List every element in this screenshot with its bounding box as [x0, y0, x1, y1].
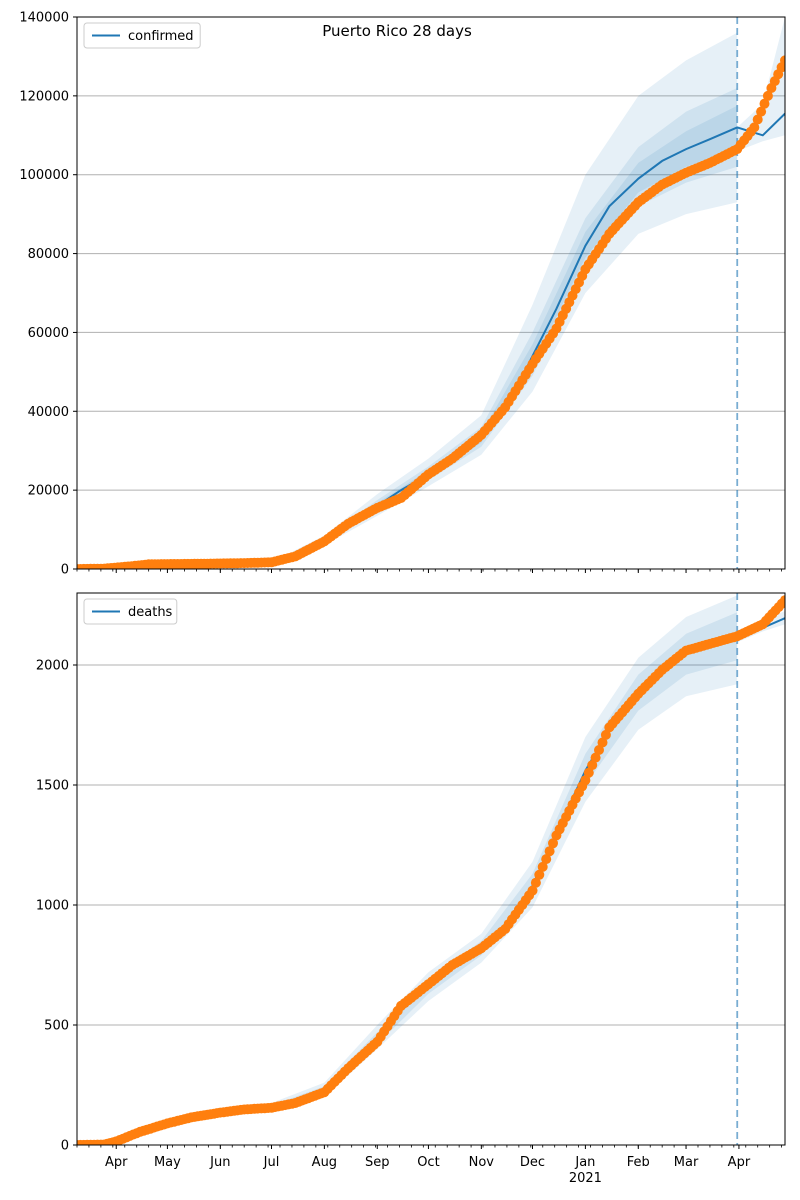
observed-point [587, 760, 598, 771]
observed-point [762, 90, 773, 101]
x-tick-label: Jan [574, 1155, 595, 1170]
x-tick-label: Nov [469, 1155, 495, 1170]
axes-frame [76, 16, 786, 570]
observed-point [537, 861, 548, 872]
y-tick-label: 1500 [36, 779, 69, 794]
observed-point [749, 122, 760, 133]
y-tick-label: 60000 [28, 326, 69, 341]
deaths-panel: 0 500 1000 1500 2000 Apr May Jun Jul Aug Sep Oct Nov… [36, 592, 786, 1186]
y-tick-label: 140000 [19, 11, 69, 26]
observed-point [780, 595, 785, 606]
y-tick-label: 1000 [36, 899, 69, 914]
observed-point [597, 737, 608, 748]
x-tick-label: Dec [520, 1155, 545, 1170]
observed-point [756, 106, 767, 117]
y-tick-label: 0 [61, 563, 69, 578]
observed-point [548, 838, 558, 849]
legend-label: confirmed [128, 29, 194, 44]
uncertainty-band [271, 88, 738, 564]
confirmed-panel: 0 20000 40000 60000 80000 100000 120000 140000 c… [19, 11, 786, 578]
axes-frame [76, 592, 786, 1146]
x-tick-label: Aug [312, 1155, 337, 1170]
observed-point [580, 775, 591, 786]
observed-point [527, 885, 538, 896]
uncertainty-band [271, 612, 738, 1109]
x-tick-label: Jul [263, 1155, 280, 1170]
legend: confirmed [83, 22, 201, 49]
uncertainty-band [271, 595, 738, 1111]
observed-point [534, 869, 545, 880]
x-tick-label: Oct [417, 1155, 439, 1170]
observed-point [780, 55, 785, 66]
observed-point [530, 877, 541, 888]
x-tick-label: May [154, 1155, 181, 1170]
plot-content [77, 17, 785, 569]
y-tick-label: 80000 [28, 247, 69, 262]
observed-point [541, 854, 552, 865]
legend-box [83, 598, 178, 625]
figure-title: Puerto Rico 28 days [322, 22, 472, 40]
uncertainty-band [737, 17, 785, 152]
observed-point [583, 767, 594, 778]
y-tick-label: 2000 [36, 659, 69, 674]
observed-point [759, 98, 770, 109]
observed-point [544, 846, 555, 857]
x-tick-sublabel: 2021 [569, 1171, 602, 1186]
y-tick-label: 40000 [28, 405, 69, 420]
uncertainty-band [271, 105, 738, 564]
x-tick-label: Mar [674, 1155, 699, 1170]
y-tick-label: 120000 [19, 89, 69, 104]
y-tick-label: 0 [61, 1139, 69, 1154]
observed-point [752, 114, 763, 125]
uncertainty-band [271, 32, 738, 564]
x-tick-label: Apr [105, 1155, 128, 1170]
x-tick-label: Feb [627, 1155, 650, 1170]
y-tick-label: 100000 [19, 168, 69, 183]
plot-content [77, 593, 785, 1145]
x-tick-label: Jun [209, 1155, 230, 1170]
legend-box [83, 22, 201, 49]
y-tick-label: 500 [44, 1019, 69, 1034]
legend-label: deaths [128, 605, 173, 620]
x-tick-label: Apr [728, 1155, 751, 1170]
observed-point [600, 729, 611, 740]
observed-point [594, 745, 604, 755]
x-tick-label: Sep [365, 1155, 390, 1170]
observed-point [590, 752, 601, 763]
y-tick-label: 20000 [28, 484, 69, 499]
legend: deaths [83, 598, 178, 625]
